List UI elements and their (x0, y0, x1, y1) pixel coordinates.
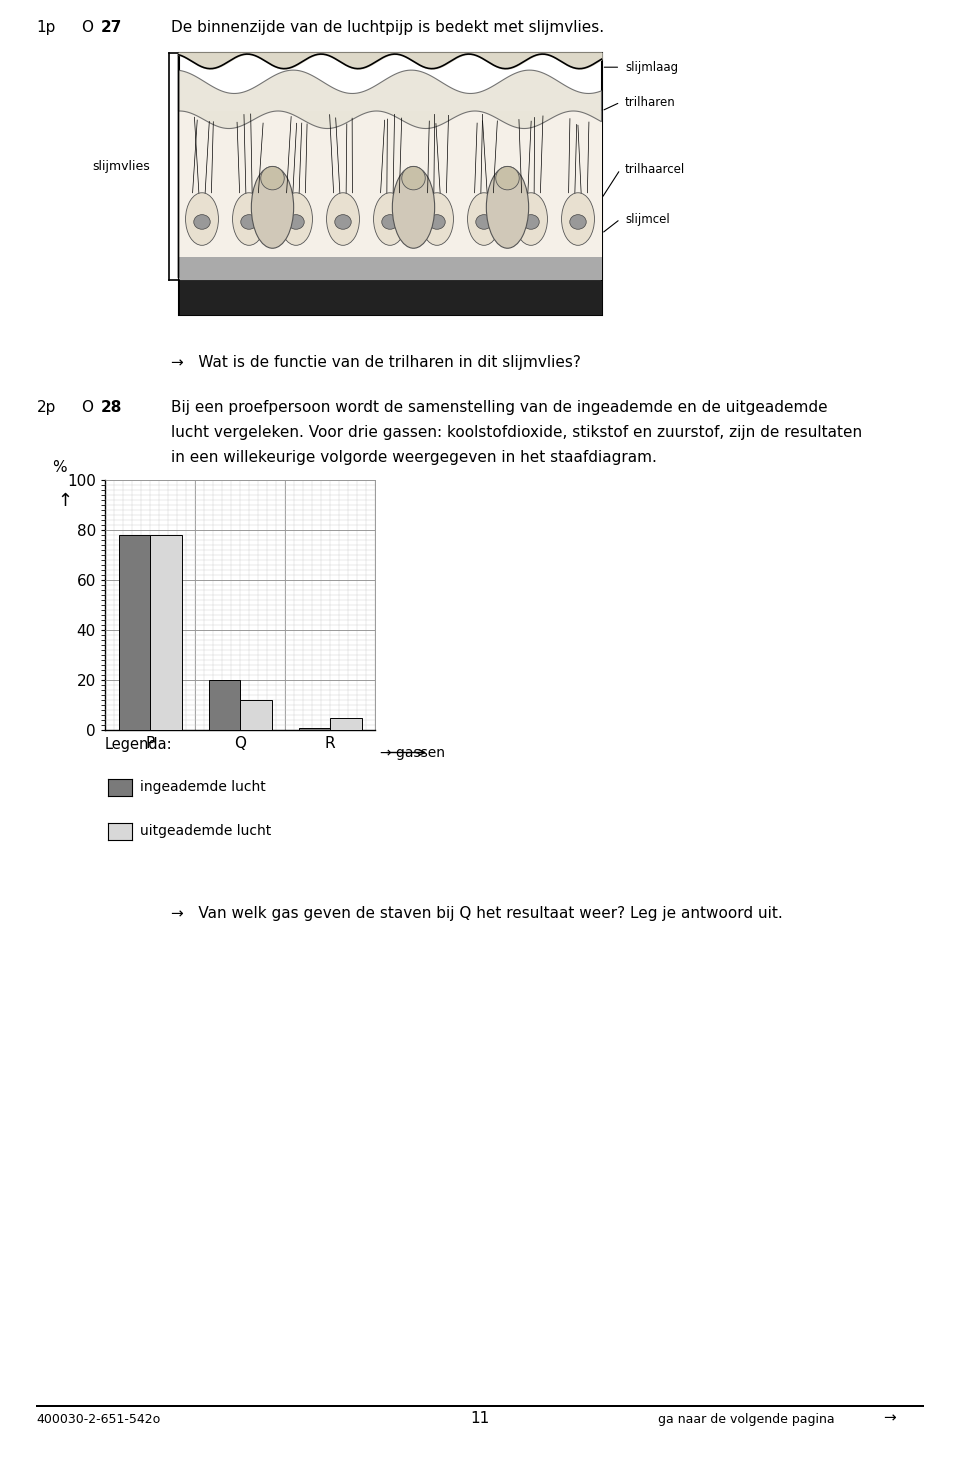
Ellipse shape (393, 166, 435, 248)
Text: 28: 28 (101, 400, 122, 415)
Text: → gassen: → gassen (379, 745, 444, 760)
Bar (179, 281, 602, 316)
Ellipse shape (382, 215, 398, 229)
Text: ingeademde lucht: ingeademde lucht (139, 781, 265, 794)
Ellipse shape (232, 193, 266, 245)
Text: trilharen: trilharen (625, 96, 676, 109)
Text: 27: 27 (101, 21, 122, 35)
Text: →: → (883, 1411, 896, 1426)
Text: Bij een proefpersoon wordt de samenstelling van de ingeademde en de uitgeademde: Bij een proefpersoon wordt de samenstell… (171, 400, 828, 415)
Ellipse shape (476, 215, 492, 229)
Bar (299, 728, 330, 731)
Text: O: O (82, 400, 94, 415)
Text: slijmcel: slijmcel (625, 213, 670, 225)
Bar (208, 681, 240, 731)
Text: ga naar de volgende pagina: ga naar de volgende pagina (658, 1413, 834, 1426)
Text: O: O (82, 21, 94, 35)
Text: Legenda:: Legenda: (105, 738, 173, 753)
Text: →   Van welk gas geven de staven bij Q het resultaat weer? Leg je antwoord uit.: → Van welk gas geven de staven bij Q het… (171, 907, 782, 922)
Ellipse shape (420, 193, 453, 245)
Text: ↑: ↑ (57, 492, 72, 510)
Bar (240, 700, 272, 731)
Bar (330, 717, 362, 731)
Ellipse shape (194, 215, 210, 229)
Text: in een willekeurige volgorde weergegeven in het staafdiagram.: in een willekeurige volgorde weergegeven… (171, 450, 657, 465)
Ellipse shape (562, 193, 594, 245)
Ellipse shape (252, 166, 294, 248)
Ellipse shape (401, 166, 425, 190)
Ellipse shape (429, 215, 445, 229)
Text: De binnenzijde van de luchtpijp is bedekt met slijmvlies.: De binnenzijde van de luchtpijp is bedek… (171, 21, 604, 35)
Polygon shape (179, 71, 602, 128)
Ellipse shape (279, 193, 312, 245)
Text: slijmvlies: slijmvlies (92, 160, 151, 173)
Ellipse shape (487, 166, 529, 248)
Ellipse shape (373, 193, 406, 245)
Ellipse shape (241, 215, 257, 229)
Text: uitgeademde lucht: uitgeademde lucht (139, 825, 271, 838)
Text: lucht vergeleken. Voor drie gassen: koolstofdioxide, stikstof en zuurstof, zijn : lucht vergeleken. Voor drie gassen: kool… (171, 425, 862, 440)
Ellipse shape (515, 193, 547, 245)
Ellipse shape (523, 215, 540, 229)
Text: 2p: 2p (36, 400, 56, 415)
Ellipse shape (326, 193, 359, 245)
Ellipse shape (335, 215, 351, 229)
Ellipse shape (261, 166, 284, 190)
Text: trilhaarcel: trilhaarcel (625, 163, 685, 176)
Text: 1p: 1p (36, 21, 56, 35)
Ellipse shape (468, 193, 500, 245)
Text: 11: 11 (470, 1411, 490, 1426)
Bar (150, 535, 181, 731)
Text: %: % (52, 460, 67, 475)
Bar (179, 257, 602, 281)
Ellipse shape (288, 215, 304, 229)
Text: →   Wat is de functie van de trilharen in dit slijmvlies?: → Wat is de functie van de trilharen in … (171, 354, 581, 370)
Bar (118, 535, 150, 731)
Ellipse shape (185, 193, 219, 245)
Bar (179, 112, 602, 257)
Ellipse shape (570, 215, 587, 229)
Text: slijmlaag: slijmlaag (625, 60, 678, 74)
Ellipse shape (495, 166, 519, 190)
Text: 400030-2-651-542o: 400030-2-651-542o (36, 1413, 160, 1426)
